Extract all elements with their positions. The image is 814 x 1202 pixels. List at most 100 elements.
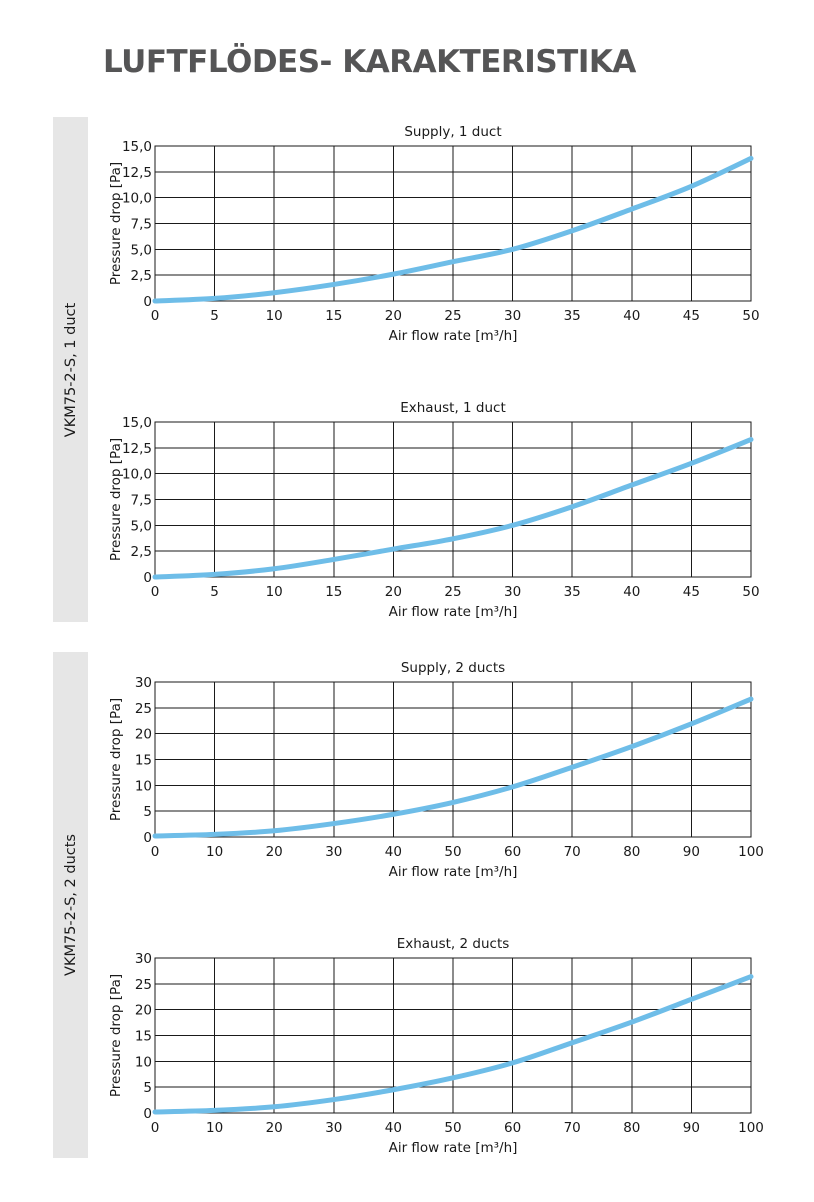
y-tick-label: 25 [135, 701, 152, 717]
data-point [571, 1041, 573, 1044]
x-tick-label: 20 [266, 1120, 283, 1136]
data-point [273, 291, 275, 294]
section-band-2-ducts: VKM75-2-S, 2 ducts [53, 652, 88, 1158]
data-point [571, 505, 573, 508]
plot-frame [154, 957, 752, 1114]
x-axis-label: Air flow rate [m³/h] [389, 1140, 518, 1156]
data-point [452, 1077, 454, 1079]
data-point [333, 283, 335, 286]
y-tick-label: 15 [135, 1029, 152, 1045]
data-point [273, 567, 275, 570]
section-label-1-duct: VKM75-2-S, 1 duct [62, 302, 79, 437]
data-point [690, 462, 693, 465]
x-tick-label: 30 [504, 584, 521, 600]
x-tick-label: 5 [210, 584, 219, 600]
x-tick-label: 50 [742, 308, 759, 324]
x-tick-label: 50 [444, 844, 461, 860]
data-point [273, 830, 275, 832]
x-tick-label: 40 [623, 584, 640, 600]
data-point [154, 1111, 156, 1113]
x-tick-label: 40 [623, 308, 640, 324]
y-tick-label: 15 [135, 753, 152, 769]
y-tick-label: 10 [135, 778, 152, 794]
data-point [511, 524, 514, 527]
y-tick-label: 5 [143, 1080, 152, 1096]
data-point [333, 558, 335, 561]
x-tick-label: 10 [266, 308, 283, 324]
data-point [452, 537, 454, 540]
section-label-2-ducts: VKM75-2-S, 2 ducts [62, 834, 79, 976]
y-tick-label: 20 [135, 727, 152, 743]
x-tick-label: 90 [683, 844, 700, 860]
x-axis-label: Air flow rate [m³/h] [389, 864, 518, 880]
data-point [571, 229, 573, 232]
x-tick-label: 0 [151, 584, 160, 600]
data-point [392, 1088, 395, 1091]
x-tick-label: 5 [210, 308, 219, 324]
x-tick-label: 60 [504, 844, 521, 860]
page-title: LUFTFLÖDES- KARAKTERISTIKA [103, 44, 636, 80]
x-axis-label: Air flow rate [m³/h] [389, 328, 518, 344]
x-tick-label: 35 [564, 584, 581, 600]
y-axis-label: Pressure drop [Pa] [108, 974, 124, 1097]
data-point [452, 260, 454, 263]
x-tick-label: 25 [444, 308, 461, 324]
x-tick-label: 30 [325, 844, 342, 860]
x-tick-label: 70 [564, 1120, 581, 1136]
plot-frame [154, 681, 752, 838]
data-point [750, 698, 752, 700]
data-point [154, 300, 156, 302]
chart-title: Exhaust, 1 duct [400, 400, 506, 416]
data-point [333, 822, 335, 825]
y-tick-label: 15,0 [122, 139, 152, 155]
data-point [690, 185, 693, 188]
data-point [392, 273, 395, 275]
y-tick-label: 25 [135, 977, 152, 993]
data-point [511, 248, 514, 251]
y-axis-label: Pressure drop [Pa] [108, 438, 124, 561]
data-point [511, 1062, 514, 1064]
x-tick-label: 100 [738, 844, 764, 860]
y-tick-label: 30 [135, 951, 152, 967]
y-tick-label: 0 [143, 830, 152, 846]
section-band-1-duct: VKM75-2-S, 1 duct [53, 117, 88, 622]
x-tick-label: 10 [266, 584, 283, 600]
x-tick-label: 45 [683, 584, 700, 600]
x-tick-label: 10 [206, 1120, 223, 1136]
y-tick-label: 10,0 [122, 467, 152, 483]
y-tick-label: 7,5 [131, 217, 152, 233]
plot-frame [154, 421, 752, 578]
chart-title: Supply, 1 duct [404, 124, 501, 140]
y-tick-label: 10,0 [122, 191, 152, 207]
data-point [452, 801, 454, 804]
y-axis-label: Pressure drop [Pa] [108, 698, 124, 821]
data-point [273, 1106, 275, 1108]
data-point [631, 1021, 633, 1023]
x-tick-label: 25 [444, 584, 461, 600]
data-point [631, 745, 633, 748]
plot-frame [154, 145, 752, 302]
data-point [750, 975, 752, 978]
x-tick-label: 30 [504, 308, 521, 324]
x-tick-label: 100 [738, 1120, 764, 1136]
y-tick-label: 5,0 [131, 242, 152, 258]
y-tick-label: 7,5 [131, 493, 152, 509]
x-tick-label: 40 [385, 1120, 402, 1136]
x-tick-label: 0 [151, 308, 160, 324]
x-tick-label: 45 [683, 308, 700, 324]
x-tick-label: 50 [444, 1120, 461, 1136]
data-point [631, 208, 633, 210]
x-tick-label: 20 [266, 844, 283, 860]
x-tick-label: 90 [683, 1120, 700, 1136]
x-tick-label: 20 [385, 584, 402, 600]
data-point [690, 998, 693, 1001]
y-tick-label: 0 [143, 1106, 152, 1122]
chart-title: Exhaust, 2 ducts [397, 936, 510, 952]
y-tick-label: 20 [135, 1003, 152, 1019]
x-tick-label: 15 [325, 308, 342, 324]
chart-supply-1-duct: Supply, 1 duct 0 5 10 15 20 25 30 35 40 45 50 0 2,5 5,… [108, 124, 760, 344]
chart-title: Supply, 2 ducts [401, 660, 505, 676]
data-point [213, 833, 216, 836]
x-tick-label: 35 [564, 308, 581, 324]
chart-exhaust-1-duct: Exhaust, 1 duct 0 5 10 15 20 25 30 35 40 45 50 0 2,5 5… [108, 400, 760, 620]
